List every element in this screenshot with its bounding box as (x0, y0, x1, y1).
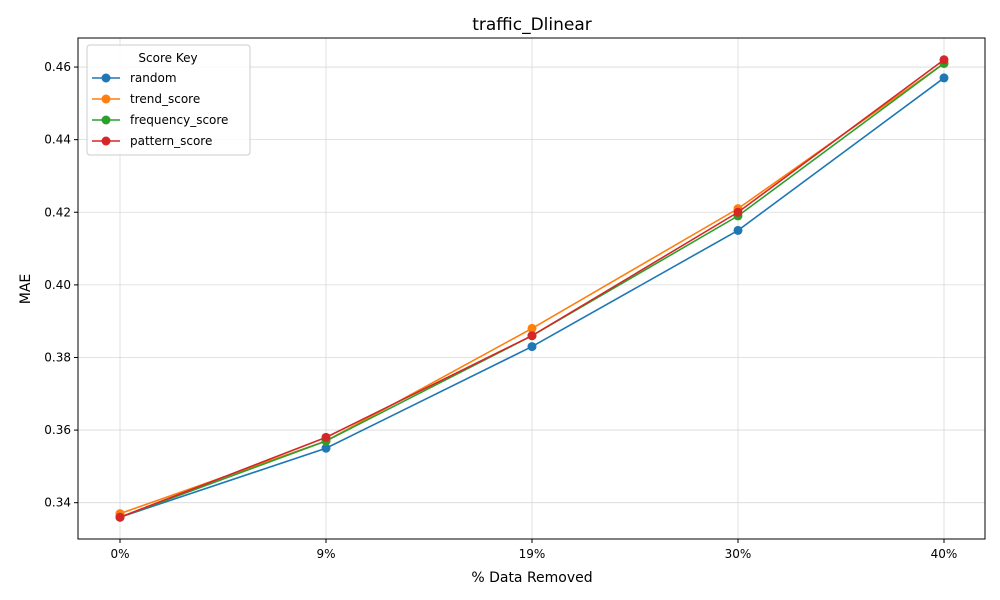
y-axis-title: MAE (18, 274, 34, 305)
legend-swatch-marker (101, 94, 111, 104)
legend-label: pattern_score (130, 134, 212, 148)
x-tick-label: 9% (316, 547, 335, 561)
data-point (527, 323, 537, 333)
x-tick-label: 0% (110, 547, 129, 561)
series-pattern_score (115, 55, 949, 522)
legend-swatch-marker (101, 136, 111, 146)
y-tick-label: 0.34 (44, 496, 71, 510)
data-point (733, 207, 743, 217)
x-tick-label: 30% (725, 547, 752, 561)
legend-box (86, 44, 251, 156)
legend-item-random: random (92, 71, 177, 85)
legend-label: trend_score (130, 92, 200, 106)
y-tick-label: 0.36 (44, 423, 71, 437)
data-point (527, 342, 537, 352)
legend: Score Key random trend_score frequency_sco… (86, 44, 251, 156)
x-axis-title: % Data Removed (471, 570, 592, 586)
data-point (939, 73, 949, 83)
data-point (321, 432, 331, 442)
legend-swatch-marker (101, 115, 111, 125)
y-tick-label: 0.38 (44, 350, 71, 364)
data-point (321, 443, 331, 453)
legend-title: Score Key (138, 51, 197, 65)
y-tick-label: 0.46 (44, 60, 71, 74)
y-tick-label: 0.40 (44, 278, 71, 292)
series (115, 55, 949, 522)
legend-swatch-marker (101, 73, 111, 83)
legend-item-trend_score: trend_score (92, 92, 200, 106)
y-tick-label: 0.44 (44, 133, 71, 147)
data-point (733, 225, 743, 235)
chart-title: traffic_Dlinear (472, 15, 592, 35)
x-axis: 0% 9% 19% 30% 40% (110, 539, 957, 561)
legend-label: random (130, 71, 177, 85)
x-tick-label: 40% (931, 547, 958, 561)
data-point (939, 55, 949, 65)
data-point (527, 331, 537, 341)
y-tick-label: 0.42 (44, 205, 71, 219)
y-axis: 0.34 0.36 0.38 0.40 0.42 0.44 0.46 (44, 60, 78, 510)
data-point (115, 512, 125, 522)
legend-item-frequency_score: frequency_score (92, 113, 228, 127)
legend-label: frequency_score (130, 113, 228, 127)
x-tick-label: 19% (519, 547, 546, 561)
legend-item-pattern_score: pattern_score (92, 134, 212, 148)
